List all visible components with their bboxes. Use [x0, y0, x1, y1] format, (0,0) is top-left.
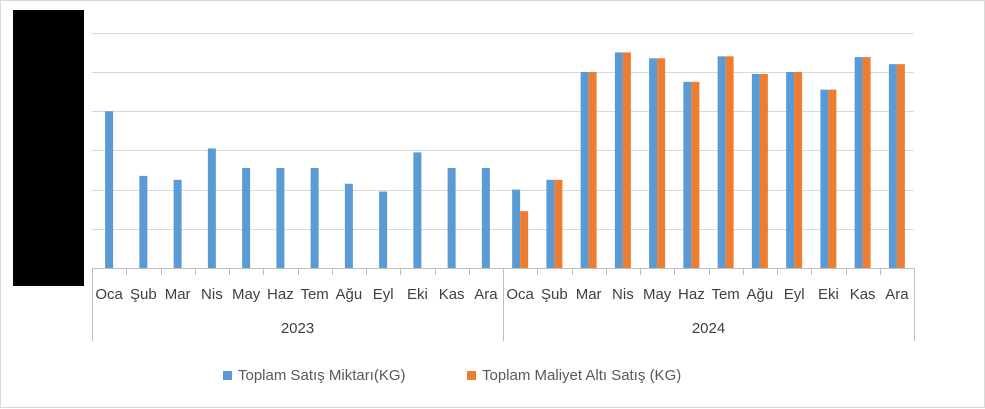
bar-sales-2024-Kas	[854, 57, 863, 268]
bar-sales-2024-Eyl	[786, 72, 795, 268]
bar-sales-2024-Haz	[683, 81, 692, 268]
bar-below-cost-2024-Tem	[725, 56, 734, 268]
x-tick-label-2023-Haz: Haz	[267, 286, 294, 303]
bar-sales-2024-Mar	[580, 72, 589, 268]
bar-sales-2023-Kas	[447, 168, 456, 268]
bar-sales-2023-Oca	[105, 111, 114, 268]
x-tick-label-2024-Haz: Haz	[678, 286, 705, 303]
legend-swatch-sales	[223, 370, 232, 380]
bar-below-cost-2024-Eyl	[794, 72, 803, 268]
legend-item-below-cost: Toplam Maliyet Altı Satış (KG)	[467, 363, 681, 387]
bar-sales-2023-Haz	[276, 168, 285, 268]
bar-sales-2023-Şub	[139, 175, 148, 268]
bar-below-cost-2024-Nis	[622, 52, 631, 269]
bar-sales-2023-Mar	[173, 179, 182, 268]
x-tick-label-2024-Eyl: Eyl	[784, 286, 805, 303]
x-tick-label-2024-Şub: Şub	[541, 286, 568, 303]
bar-below-cost-2024-Haz	[691, 81, 700, 268]
bar-sales-2024-Tem	[717, 56, 726, 268]
bar-sales-2024-Eki	[820, 89, 829, 268]
group-label-2024: 2024	[692, 320, 725, 337]
legend-item-sales: Toplam Satış Miktarı(KG)	[223, 363, 406, 387]
bar-sales-2023-Nis	[207, 148, 216, 268]
x-tick-label-2023-Ara: Ara	[474, 286, 498, 303]
bar-below-cost-2024-Ara	[896, 64, 905, 268]
legend-swatch-below-cost	[467, 370, 476, 380]
x-tick-label-2024-Mar: Mar	[576, 286, 602, 303]
x-tick-label-2024-Ara: Ara	[885, 286, 909, 303]
bar-sales-2023-Eyl	[379, 191, 388, 268]
group-label-2023: 2023	[281, 320, 314, 337]
x-tick-label-2024-Oca: Oca	[506, 286, 534, 303]
bar-sales-2024-Ağu	[751, 73, 760, 269]
legend-label-sales: Toplam Satış Miktarı(KG)	[238, 366, 406, 384]
x-tick-label-2023-Tem: Tem	[300, 286, 328, 303]
redaction-block	[13, 10, 84, 286]
legend: Toplam Satış Miktarı(KG) Toplam Maliyet …	[1, 363, 985, 387]
bar-sales-2023-May	[242, 168, 251, 268]
bar-sales-2023-Ara	[481, 168, 490, 268]
x-tick-label-2023-May: May	[232, 286, 261, 303]
x-tick-label-2023-Oca: Oca	[95, 286, 123, 303]
x-tick-label-2024-Ağu: Ağu	[747, 286, 774, 303]
bar-sales-2024-Ara	[888, 64, 897, 268]
bar-sales-2023-Eki	[413, 152, 422, 268]
x-tick-label-2023-Şub: Şub	[130, 286, 157, 303]
bar-below-cost-2024-Kas	[862, 57, 871, 268]
x-tick-label-2023-Mar: Mar	[165, 286, 191, 303]
bar-sales-2024-May	[649, 58, 658, 268]
bar-below-cost-2024-Mar	[588, 72, 597, 268]
bar-below-cost-2024-Oca	[520, 211, 529, 268]
x-tick-label-2023-Kas: Kas	[439, 286, 465, 303]
legend-label-below-cost: Toplam Maliyet Altı Satış (KG)	[482, 366, 682, 384]
bar-sales-2023-Ağu	[344, 183, 353, 268]
bar-below-cost-2024-May	[657, 58, 666, 268]
bar-below-cost-2024-Eki	[828, 89, 837, 268]
x-tick-label-2024-May: May	[643, 286, 672, 303]
x-tick-label-2023-Eki: Eki	[407, 286, 428, 303]
x-tick-label-2024-Kas: Kas	[850, 286, 876, 303]
x-tick-label-2024-Eki: Eki	[818, 286, 839, 303]
bar-below-cost-2024-Ağu	[759, 73, 768, 269]
bar-sales-2024-Oca	[512, 189, 521, 268]
bar-sales-2024-Nis	[614, 52, 623, 269]
bar-below-cost-2024-Şub	[554, 179, 563, 268]
x-tick-label-2023-Nis: Nis	[201, 286, 223, 303]
x-tick-label-2023-Eyl: Eyl	[373, 286, 394, 303]
bar-sales-2023-Tem	[310, 168, 319, 268]
x-tick-label-2024-Nis: Nis	[612, 286, 634, 303]
x-tick-label-2023-Ağu: Ağu	[336, 286, 363, 303]
bar-sales-2024-Şub	[546, 179, 555, 268]
x-tick-label-2024-Tem: Tem	[711, 286, 739, 303]
